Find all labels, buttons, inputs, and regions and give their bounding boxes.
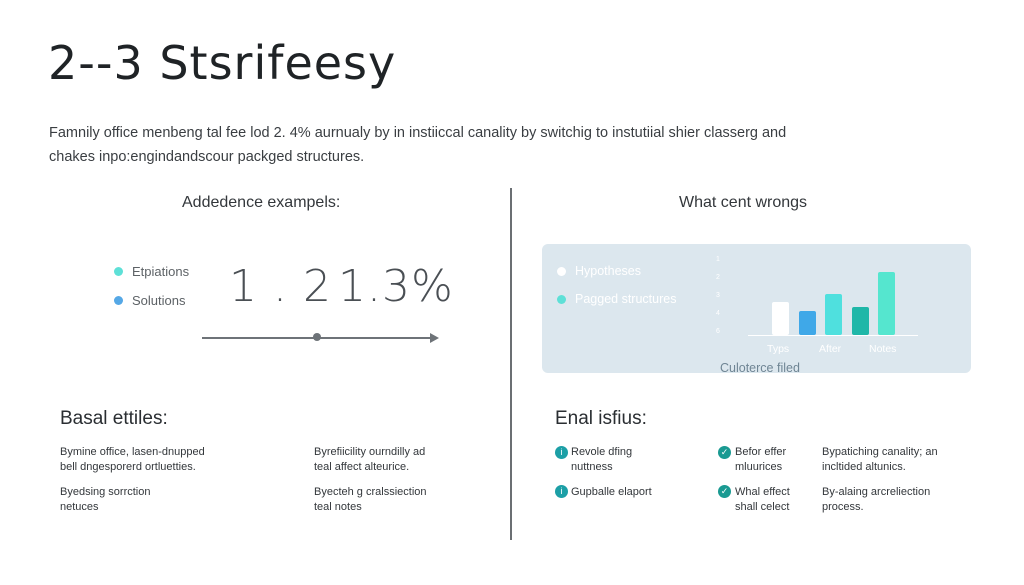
list-item: By-alaing arcreliection process.	[822, 486, 931, 513]
teal-dot-icon	[114, 267, 123, 276]
y-tick-label: 4	[716, 310, 720, 317]
legend-item-solutions: Solutions	[114, 293, 185, 308]
chart-bar	[772, 301, 789, 335]
y-tick-label: 6	[716, 328, 720, 335]
y-tick-label: 3	[716, 292, 720, 299]
check-icon: ✓	[718, 485, 731, 498]
x-tick-label: After	[819, 343, 842, 355]
info-icon: i	[555, 446, 568, 459]
white-dot-icon	[557, 266, 566, 276]
section-divider	[510, 188, 512, 540]
x-tick-label: Typs	[767, 343, 790, 355]
basal-heading: Basal ettiles:	[60, 408, 168, 429]
list-item: Revole dfing nuttness	[571, 446, 633, 473]
arrow-right-icon	[430, 333, 439, 343]
teal-dot-icon	[557, 294, 566, 304]
value-primary: 1 . 2	[229, 261, 332, 312]
y-tick-label: 2	[716, 274, 720, 281]
blue-dot-icon	[114, 296, 123, 305]
chart-panel	[542, 244, 971, 373]
list-item: Whal effect shall celect	[735, 486, 790, 513]
legend-item-explanations: Etpiations	[114, 264, 189, 279]
page-title: 2--3 Stsrifeesy	[48, 36, 397, 90]
value-percent: 1.3%	[338, 261, 454, 312]
check-icon: ✓	[718, 446, 731, 459]
chart-bar	[851, 307, 869, 335]
list-item: Befor effer mluurices	[735, 446, 787, 473]
timeline-marker	[313, 333, 321, 341]
page-subtitle: Famnily office menbeng tal fee lod 2. 4%…	[49, 125, 787, 165]
chart-legend-label: Pagged structures	[575, 292, 677, 306]
chart-heading: What cent wrongs	[679, 194, 808, 211]
chart-legend-label: Hypotheses	[575, 264, 642, 278]
chart-baseline	[748, 335, 918, 336]
list-item: Bymine office, lasen-dnupped bell dngesp…	[60, 446, 205, 473]
y-tick-label: 1	[716, 256, 720, 263]
list-item: Byedsing sorrction netuces	[60, 486, 151, 513]
x-tick-label: Notes	[869, 343, 897, 355]
list-item: Byecteh g cralssiection teal notes	[314, 486, 427, 513]
final-heading: Enal isfius:	[555, 408, 647, 429]
chart-legend-hypotheses: Hypotheses	[557, 264, 641, 278]
chart-bar	[798, 311, 816, 335]
list-item: Byrefiicility ourndilly ad teal affect a…	[314, 446, 426, 473]
examples-heading: Addedence exampels:	[182, 194, 341, 211]
chart-legend-structures: Pagged structures	[557, 292, 676, 306]
chart-bar	[825, 294, 842, 335]
legend-label: Etpiations	[132, 264, 190, 279]
chart-caption: Culoterce filed	[720, 361, 800, 375]
chart-bar	[878, 272, 895, 335]
list-item: Gupballe elaport	[571, 486, 652, 498]
info-icon: i	[555, 485, 568, 498]
list-item: Bypatiching canality; an incltided altun…	[822, 446, 938, 473]
legend-label: Solutions	[132, 293, 186, 308]
